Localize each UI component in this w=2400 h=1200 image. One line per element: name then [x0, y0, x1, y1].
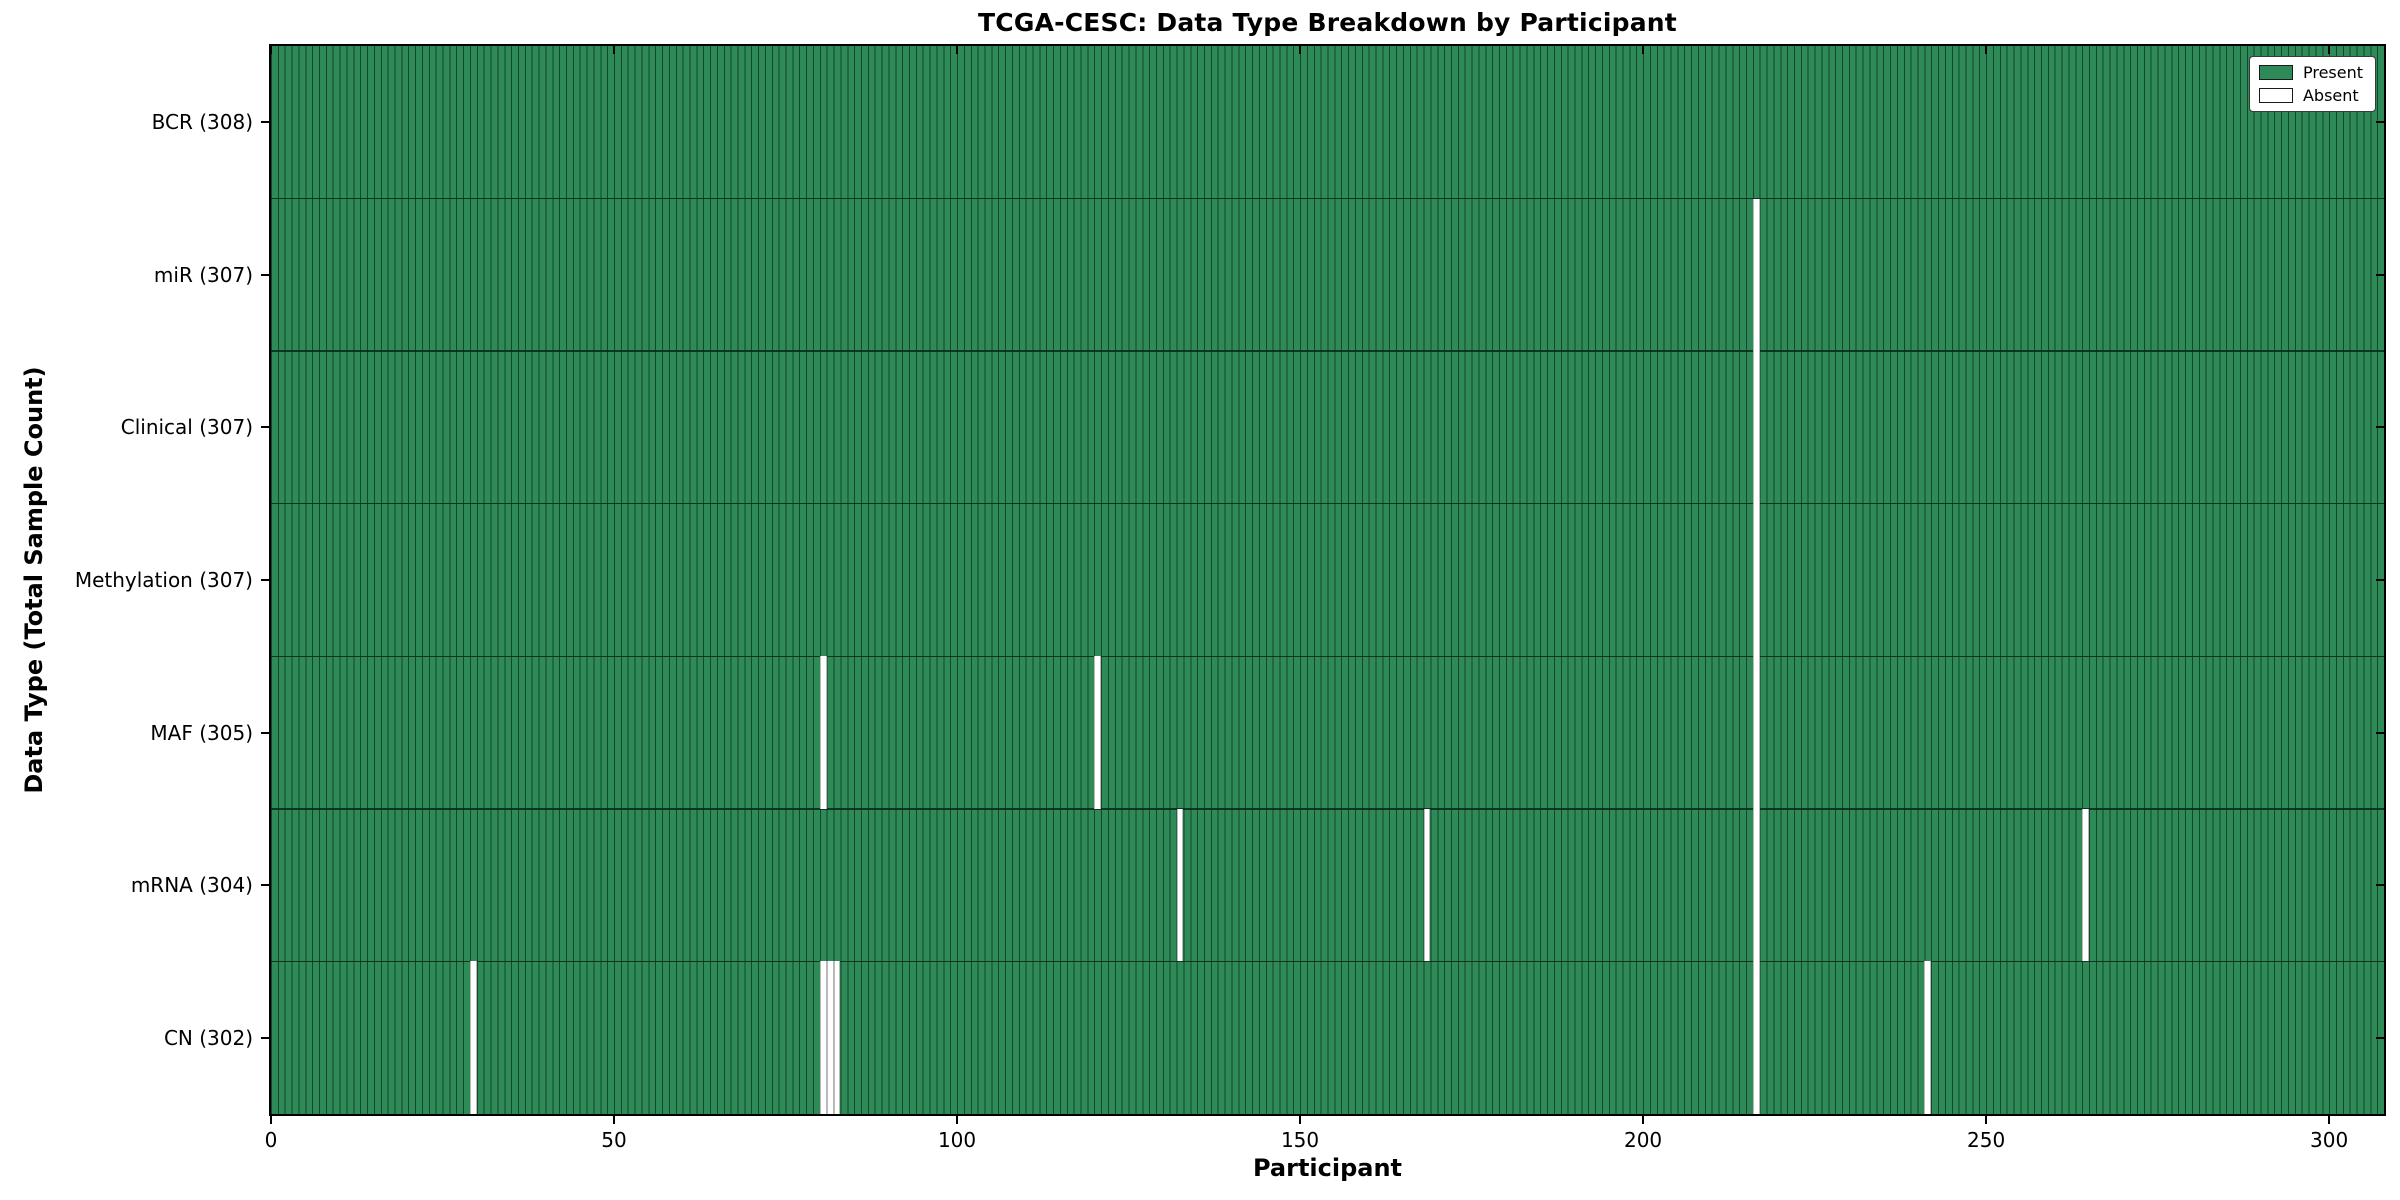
absent-bar-Methylation-216 [1752, 503, 1760, 657]
absent-bar-MAF-120 [1094, 656, 1102, 809]
x-tick-label: 250 [1967, 1128, 2006, 1152]
y-tick-label-MAF: MAF (305) [150, 720, 253, 745]
row-boundary [271, 655, 2384, 658]
x-tick-label: 100 [937, 1128, 977, 1152]
x-tick-mark [2328, 1116, 2331, 1124]
absent-bar-mRNA-264 [2082, 808, 2089, 962]
row-CN [271, 961, 2384, 1114]
x-tick-mark [1642, 1116, 1645, 1124]
absent-bar-CN-216 [1752, 961, 1760, 1114]
legend-absent-swatch [2258, 88, 2293, 103]
absent-bar-miR-216 [1752, 198, 1760, 352]
y-tick-mark-right [2376, 1036, 2384, 1039]
legend-present-swatch [2258, 65, 2293, 80]
row-Methylation [271, 503, 2384, 657]
row-boundary [271, 350, 2384, 352]
x-tick-mark [1985, 1116, 1988, 1124]
legend-entry-present: Present [2258, 63, 2363, 82]
x-tick-mark-top [1642, 46, 1645, 54]
absent-bar-CN-81 [826, 961, 834, 1114]
absent-bar-mRNA-216 [1752, 808, 1760, 962]
x-tick-mark-top [956, 46, 959, 54]
absent-bar-CN-29 [469, 961, 477, 1114]
x-tick-mark-top [2328, 46, 2331, 54]
y-tick-label-Clinical: Clinical (307) [120, 415, 253, 440]
y-tick-label-Methylation: Methylation (307) [74, 568, 253, 592]
x-tick-mark-top [1985, 46, 1988, 54]
x-tick-mark-top [1299, 46, 1302, 54]
absent-bar-CN-241 [1924, 961, 1932, 1114]
legend-absent-label: Absent [2302, 86, 2359, 105]
x-tick-label: 150 [1280, 1128, 1320, 1152]
y-tick-mark [261, 1036, 269, 1039]
x-tick-mark [956, 1116, 959, 1124]
x-tick-mark [613, 1116, 616, 1124]
y-tick-mark-right [2376, 273, 2384, 276]
x-axis-label: Participant [1252, 1154, 1403, 1182]
absent-bar-MAF-80 [819, 656, 827, 809]
y-tick-label-BCR: BCR (308) [151, 110, 253, 135]
row-mRNA [271, 808, 2384, 962]
y-tick-mark [261, 579, 269, 581]
y-tick-mark [261, 121, 269, 124]
row-boundary [271, 960, 2384, 963]
y-tick-mark [261, 273, 269, 276]
legend-present-label: Present [2302, 63, 2363, 82]
row-BCR [271, 46, 2384, 199]
row-Clinical [271, 351, 2384, 504]
y-tick-label-CN: CN (302) [163, 1025, 253, 1050]
row-boundary [271, 502, 2384, 505]
x-tick-label: 200 [1623, 1128, 1663, 1152]
legend: Present Absent [2248, 56, 2376, 112]
absent-bar-MAF-216 [1752, 656, 1760, 809]
x-tick-label: 50 [601, 1128, 627, 1152]
row-boundary [271, 197, 2384, 200]
x-tick-mark [270, 1116, 272, 1124]
row-miR [271, 198, 2384, 352]
row-MAF [271, 656, 2384, 809]
row-boundary [271, 808, 2384, 810]
chart-title: TCGA-CESC: Data Type Breakdown by Partic… [978, 8, 1677, 37]
y-tick-mark-right [2376, 121, 2384, 124]
y-tick-mark [261, 884, 269, 887]
y-tick-mark-right [2376, 426, 2384, 429]
y-tick-mark-right [2376, 884, 2384, 887]
absent-bar-CN-80 [819, 961, 827, 1114]
y-axis: BCR (308) miR (307) Clinical (307) Methylat… [0, 46, 271, 1114]
absent-bar-mRNA-132 [1176, 808, 1184, 962]
x-tick-mark-top [613, 46, 616, 54]
absent-bar-mRNA-168 [1423, 808, 1431, 962]
x-tick-label: 300 [2310, 1128, 2349, 1152]
y-tick-mark [261, 426, 269, 429]
x-tick-label: 0 [264, 1128, 278, 1152]
x-axis: 0 50 100 150 200 250 300 [265, 1116, 2384, 1176]
y-tick-mark-right [2376, 579, 2384, 581]
x-tick-mark [1299, 1116, 1302, 1124]
y-tick-mark-right [2376, 731, 2384, 734]
y-tick-label-mRNA: mRNA (304) [130, 873, 253, 898]
absent-bar-Clinical-216 [1752, 351, 1760, 504]
plot-area: Present Absent [269, 44, 2386, 1116]
y-tick-mark [261, 731, 269, 734]
absent-bar-CN-82 [833, 961, 841, 1114]
legend-entry-absent: Absent [2258, 86, 2363, 105]
x-tick-mark-top [270, 46, 272, 54]
y-tick-label-miR: miR (307) [153, 262, 253, 287]
